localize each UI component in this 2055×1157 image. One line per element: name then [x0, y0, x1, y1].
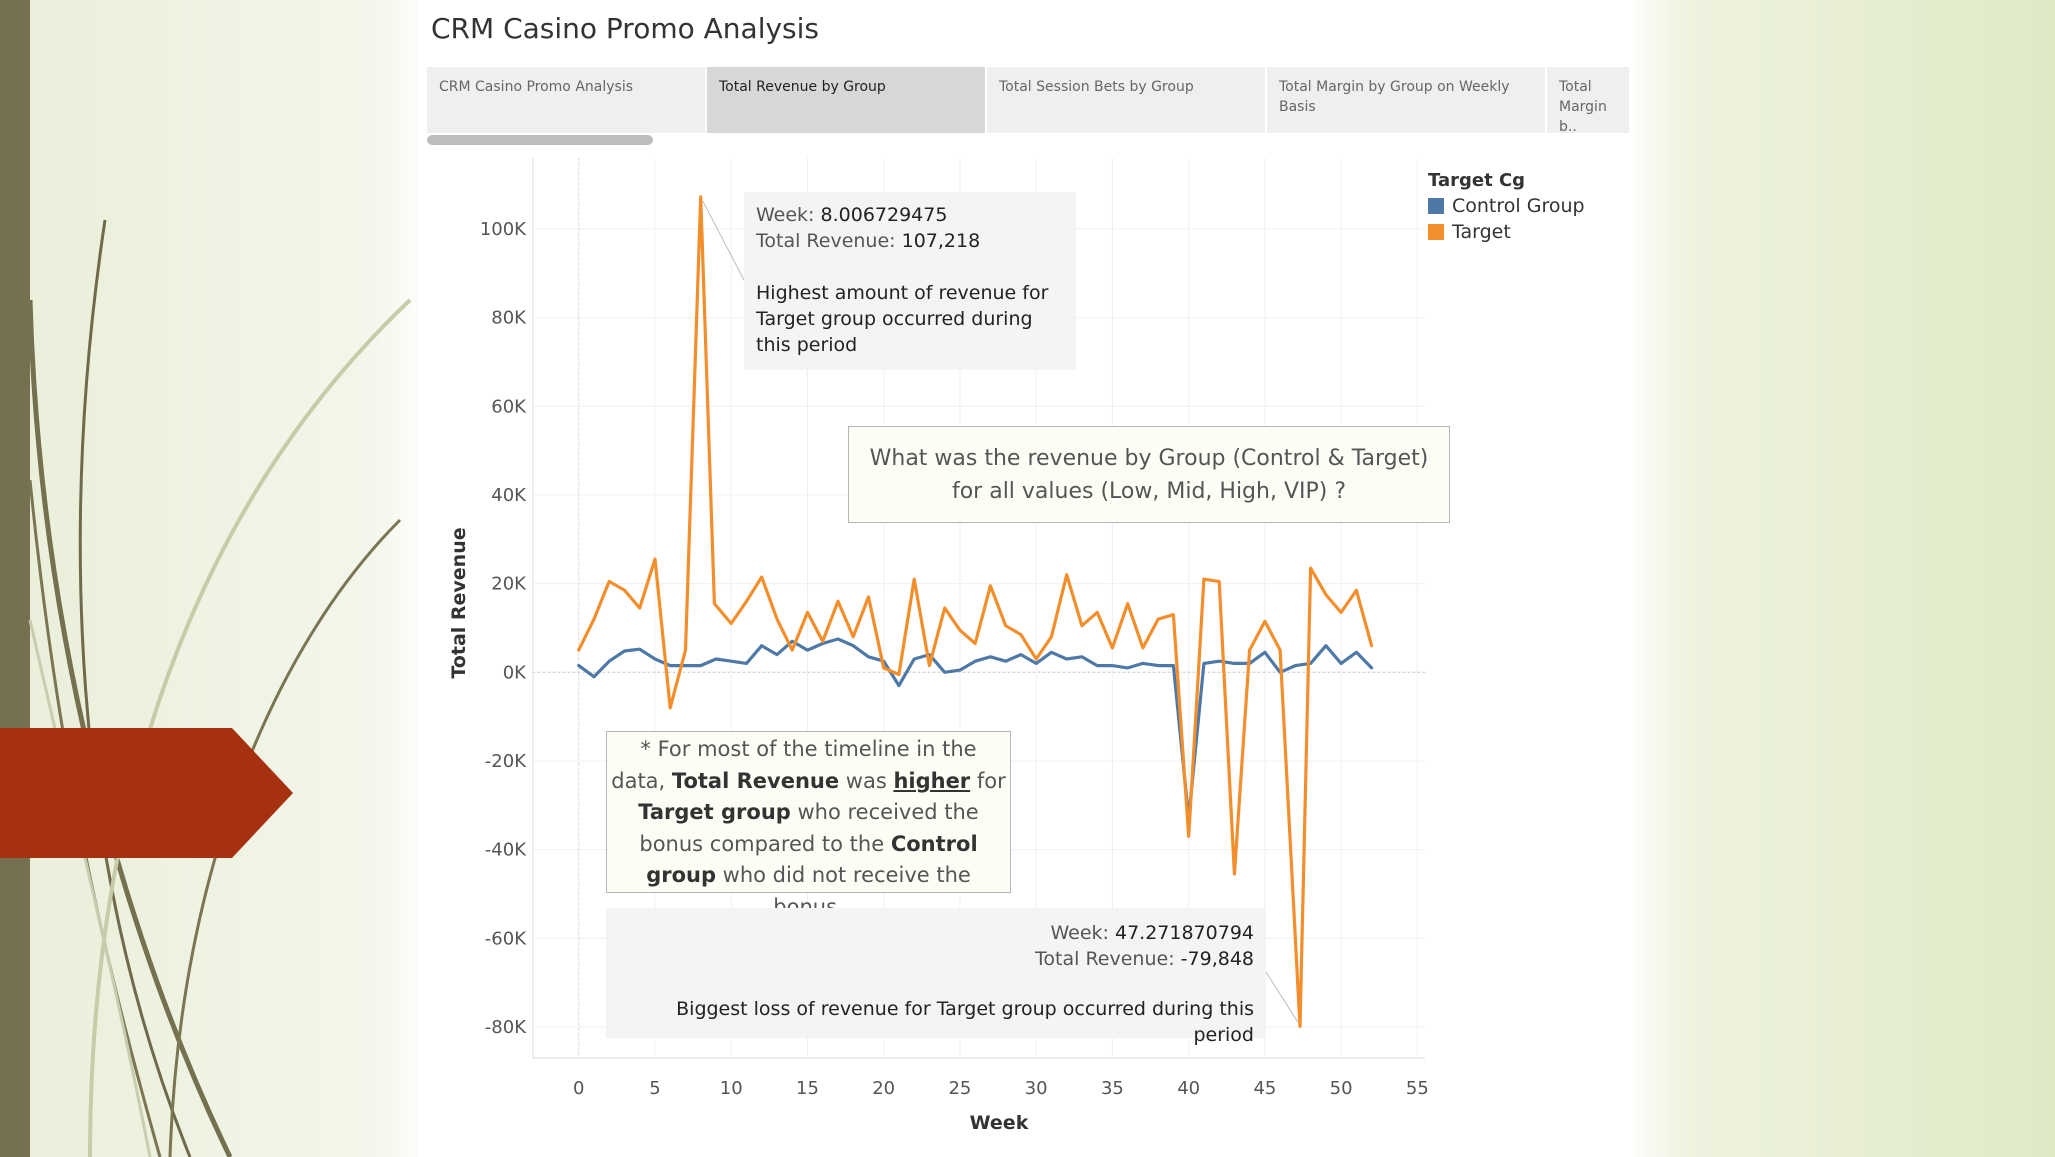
x-tick-label: 55	[1406, 1078, 1429, 1099]
tab-total-session-bets-by-group[interactable]: Total Session Bets by Group	[987, 67, 1265, 133]
insight-text-5: who did not receive the bonus.	[716, 863, 971, 919]
loss-week-value: 47.271870794	[1114, 922, 1254, 944]
series-line-target	[577, 195, 1374, 1028]
y-tick-label: 0K	[503, 662, 527, 683]
tab-total-revenue-by-group[interactable]: Total Revenue by Group	[707, 67, 985, 133]
legend-swatch-target	[1428, 224, 1444, 240]
x-tick-label: 5	[649, 1078, 660, 1099]
legend: Target Cg Control Group Target	[1428, 170, 1585, 245]
decor-curve	[28, 619, 152, 1157]
insight-text-3: for	[970, 768, 1006, 793]
insight-bold-total-revenue: Total Revenue	[671, 768, 840, 793]
legend-title: Target Cg	[1428, 170, 1526, 191]
tab-crm-casino-promo-analysis[interactable]: CRM Casino Promo Analysis	[427, 67, 705, 133]
y-tick-label: -20K	[485, 751, 527, 772]
y-tick-label: -60K	[485, 928, 527, 949]
y-tick-label: 40K	[491, 485, 527, 506]
decor-curve	[88, 298, 412, 1157]
insight-underline-higher: higher	[893, 768, 971, 793]
peak-week-key: Week:	[756, 204, 815, 226]
peak-leader-line	[702, 200, 745, 281]
peak-week-value: 8.006729475	[820, 204, 948, 226]
y-axis-title: Total Revenue	[448, 527, 470, 678]
x-tick-label: 20	[872, 1078, 895, 1099]
tab-total-margin-truncated[interactable]: Total Margin b..	[1547, 67, 1629, 133]
series-line-control-group	[577, 637, 1374, 821]
sheet-tabs: CRM Casino Promo Analysis Total Revenue …	[427, 67, 1635, 133]
tab-total-margin-weekly[interactable]: Total Margin by Group on Weekly Basis	[1267, 67, 1545, 133]
legend-label-target: Target	[1452, 221, 1511, 243]
loss-revenue-key: Total Revenue:	[1035, 948, 1175, 970]
y-tick-label: 20K	[491, 574, 527, 595]
insight-bold-target-group: Target group	[638, 800, 791, 824]
loss-week-key: Week:	[1050, 922, 1109, 944]
slide-arrow-shape	[0, 728, 293, 858]
peak-note: Highest amount of revenue for Target gro…	[756, 282, 1049, 356]
x-tick-label: 30	[1025, 1078, 1048, 1099]
x-tick-label: 25	[948, 1078, 971, 1099]
legend-item-target[interactable]: Target	[1428, 219, 1585, 245]
insight-bold-control-group: Control group	[646, 831, 978, 888]
x-tick-label: 10	[720, 1078, 743, 1099]
tabs-scrollbar[interactable]	[427, 135, 653, 145]
y-tick-label: -80K	[485, 1017, 527, 1038]
x-tick-label: 45	[1253, 1078, 1276, 1099]
insight-box: * For most of the timeline in the data, …	[606, 731, 1011, 919]
legend-item-control-group[interactable]: Control Group	[1428, 193, 1585, 219]
x-tick-label: 15	[796, 1078, 819, 1099]
y-tick-label: 100K	[480, 219, 527, 240]
x-tick-label: 0	[573, 1078, 584, 1099]
insight-text-2: was	[839, 768, 894, 793]
peak-revenue-key: Total Revenue:	[756, 230, 896, 252]
decor-curve	[78, 219, 192, 1157]
legend-label-control-group: Control Group	[1452, 195, 1585, 217]
axis-layer: 100K 80K 60K 40K 20K 0K -20K -40K -60K -80K 0 5 10 15…	[448, 158, 1429, 1134]
peak-annotation: Week: 8.006729475 Total Revenue: 107,218…	[744, 192, 1076, 370]
question-box: What was the revenue by Group (Control &…	[848, 426, 1450, 523]
legend-swatch-control-group	[1428, 198, 1444, 214]
loss-revenue-value: -79,848	[1180, 948, 1254, 970]
insight-text-4: who received the bonus compared to the	[639, 800, 979, 856]
dashboard-title: CRM Casino Promo Analysis	[431, 12, 820, 45]
x-tick-label: 50	[1330, 1078, 1353, 1099]
leader-layer	[702, 200, 1299, 1023]
x-tick-label: 35	[1101, 1078, 1124, 1099]
x-axis-title: Week	[970, 1112, 1029, 1134]
loss-annotation: Week: 47.271870794 Total Revenue: -79,84…	[606, 908, 1266, 1046]
dashboard-panel: CRM Casino Promo Analysis CRM Casino Pro…	[418, 0, 1634, 1157]
y-tick-label: -40K	[485, 840, 527, 861]
loss-note: Biggest loss of revenue for Target group…	[676, 998, 1254, 1046]
slide-left-bar	[0, 0, 30, 1157]
loss-leader-line	[1265, 971, 1299, 1023]
series-layer	[577, 195, 1374, 1028]
y-tick-label: 80K	[491, 308, 527, 329]
y-tick-label: 60K	[491, 396, 527, 417]
question-text: What was the revenue by Group (Control &…	[869, 445, 1429, 504]
x-tick-label: 40	[1177, 1078, 1200, 1099]
peak-revenue-value: 107,218	[901, 230, 981, 252]
insight-text-1: * For most of the timeline in the data,	[611, 737, 977, 793]
